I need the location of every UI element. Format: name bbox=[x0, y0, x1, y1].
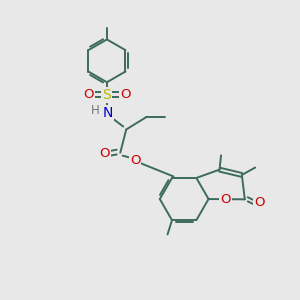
Text: O: O bbox=[220, 193, 230, 206]
Text: O: O bbox=[120, 88, 130, 101]
Text: O: O bbox=[100, 147, 110, 161]
Text: O: O bbox=[83, 88, 94, 101]
Text: O: O bbox=[130, 154, 140, 167]
Text: O: O bbox=[254, 196, 264, 209]
Text: S: S bbox=[103, 88, 111, 102]
Text: N: N bbox=[103, 106, 113, 120]
Text: H: H bbox=[91, 104, 100, 117]
